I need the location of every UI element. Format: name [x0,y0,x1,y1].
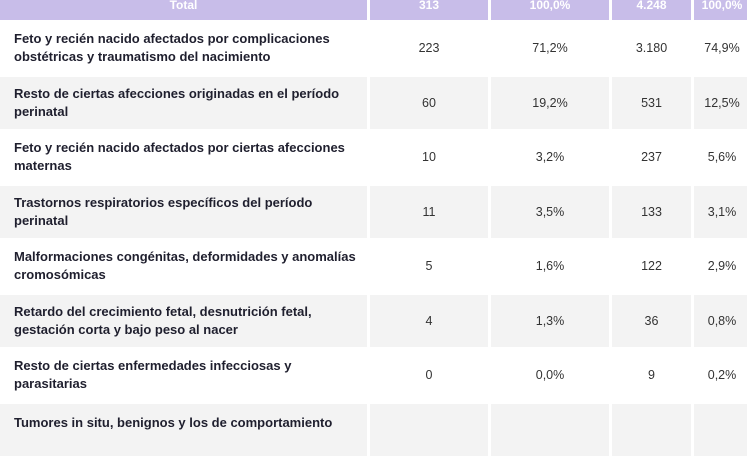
row-count-2: 531 [641,96,662,110]
row-percent-1: 3,5% [535,205,565,219]
row-percent-1: 3,2% [535,150,565,164]
row-count-2 [612,404,691,456]
column-divider [367,0,370,20]
row-count-2: 36 [644,314,659,328]
table-row: Malformaciones congénitas, deformidades … [0,240,747,292]
row-count-1: 10 [422,150,436,164]
column-divider [488,131,491,183]
row-percent-2 [694,404,747,456]
header-percent-2: 100,0% [701,0,743,12]
column-divider [488,77,491,129]
row-count-1: 60 [422,96,436,110]
column-divider [367,240,370,292]
column-divider [609,349,612,401]
column-divider [691,240,694,292]
header-count-2: 4.248 [636,0,667,12]
row-percent-1: 1,3% [535,314,565,328]
row-percent-2: 2,9% [707,259,737,273]
column-divider [691,295,694,347]
column-divider [609,0,612,20]
table-row: Feto y recién nacido afectados por compl… [0,22,747,74]
column-divider [488,240,491,292]
row-count-1 [370,404,488,456]
table-row: Resto de ciertas enfermedades infecciosa… [0,349,747,401]
column-divider [609,131,612,183]
column-divider [367,186,370,238]
row-percent-2: 74,9% [704,41,740,55]
column-divider [488,22,491,74]
row-percent-2: 3,1% [707,205,737,219]
row-percent-1: 19,2% [532,96,568,110]
row-label: Feto y recién nacido afectados por ciert… [14,140,345,173]
row-percent-2: 0,2% [707,368,737,382]
column-divider [691,131,694,183]
header-label: Total [169,0,198,12]
row-percent-1 [491,404,609,456]
row-label: Resto de ciertas afecciones originadas e… [14,86,340,119]
row-label: Malformaciones congénitas, deformidades … [14,249,356,282]
column-divider [691,349,694,401]
column-divider [609,240,612,292]
row-label: Feto y recién nacido afectados por compl… [14,31,330,64]
row-count-1: 11 [422,205,436,219]
column-divider [691,22,694,74]
column-divider [691,0,694,20]
row-count-2: 9 [648,368,655,382]
header-percent-1: 100,0% [529,0,571,12]
column-divider [367,295,370,347]
column-divider [609,77,612,129]
row-percent-1: 71,2% [532,41,568,55]
row-count-1: 223 [418,41,440,55]
row-count-2: 3.180 [635,41,668,55]
column-divider [367,22,370,74]
column-divider [367,77,370,129]
column-divider [609,186,612,238]
row-percent-2: 0,8% [707,314,737,328]
table-row: Feto y recién nacido afectados por ciert… [0,131,747,183]
table-row: Resto de ciertas afecciones originadas e… [0,77,747,129]
column-divider [488,295,491,347]
column-divider [609,22,612,74]
column-divider [488,349,491,401]
column-divider [367,349,370,401]
column-divider [609,295,612,347]
row-percent-2: 5,6% [707,150,737,164]
table-row: Retardo del crecimiento fetal, desnutric… [0,295,747,347]
column-divider [691,77,694,129]
table-row: Trastornos respiratorios específicos del… [0,186,747,238]
row-percent-1: 0,0% [535,368,565,382]
row-percent-1: 1,6% [535,259,565,273]
row-count-1: 5 [425,259,433,273]
row-count-1: 0 [425,368,433,382]
row-label: Resto de ciertas enfermedades infecciosa… [14,358,292,391]
column-divider [488,186,491,238]
row-count-2: 133 [641,205,662,219]
row-count-1: 4 [425,314,433,328]
table-row: Tumores in situ, benignos y los de compo… [0,404,747,456]
column-divider [488,0,491,20]
table-header-total: Total 313 100,0% 4.248 100,0% [0,0,747,20]
column-divider [691,186,694,238]
row-count-2: 122 [641,259,662,273]
row-label: Retardo del crecimiento fetal, desnutric… [14,304,312,337]
row-label: Tumores in situ, benignos y los de compo… [14,415,333,430]
column-divider [367,131,370,183]
row-label: Trastornos respiratorios específicos del… [14,195,313,228]
row-count-2: 237 [641,150,662,164]
header-count-1: 313 [418,0,440,12]
row-percent-2: 12,5% [704,96,740,110]
